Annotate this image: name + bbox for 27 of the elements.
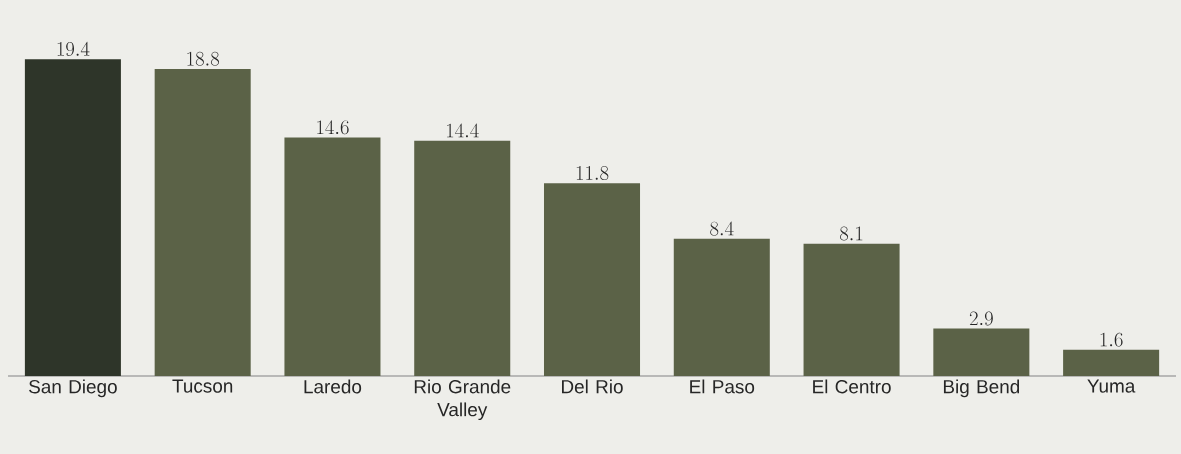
data-label: 2.9: [969, 311, 993, 326]
x-tick-label: Rio Grande Valley: [414, 379, 511, 421]
data-label: 14.4: [447, 123, 479, 138]
data-label: 1 .6: [1100, 332, 1123, 347]
bar: [1063, 349, 1160, 376]
x-tick-label: Yuma: [1087, 379, 1136, 393]
x-tick-label: San Diego: [29, 379, 117, 398]
x-tick-label: Laredo: [304, 379, 362, 394]
bar: [933, 328, 1030, 376]
x-tick-label: El Paso: [690, 379, 755, 394]
data-label: 18.8: [187, 51, 220, 66]
x-tick-label: Del Rio: [562, 379, 623, 394]
bar: [414, 140, 511, 376]
data-label: 11 .8: [576, 166, 609, 181]
bar: [803, 243, 900, 376]
bar: [154, 68, 251, 376]
bar: [24, 59, 121, 376]
data-label: 8. 1: [839, 226, 863, 241]
bar: [673, 238, 770, 376]
x-tick-label: El Centro: [813, 379, 891, 394]
data-label: 8.4: [710, 221, 734, 236]
x-tick-label: Tucson: [172, 379, 233, 393]
bar: [543, 183, 641, 376]
x-tick-label: Big Bend: [943, 379, 1020, 398]
data-label: 14.6: [317, 120, 349, 135]
data-label: 19.4: [57, 41, 90, 56]
bar: [284, 137, 381, 376]
